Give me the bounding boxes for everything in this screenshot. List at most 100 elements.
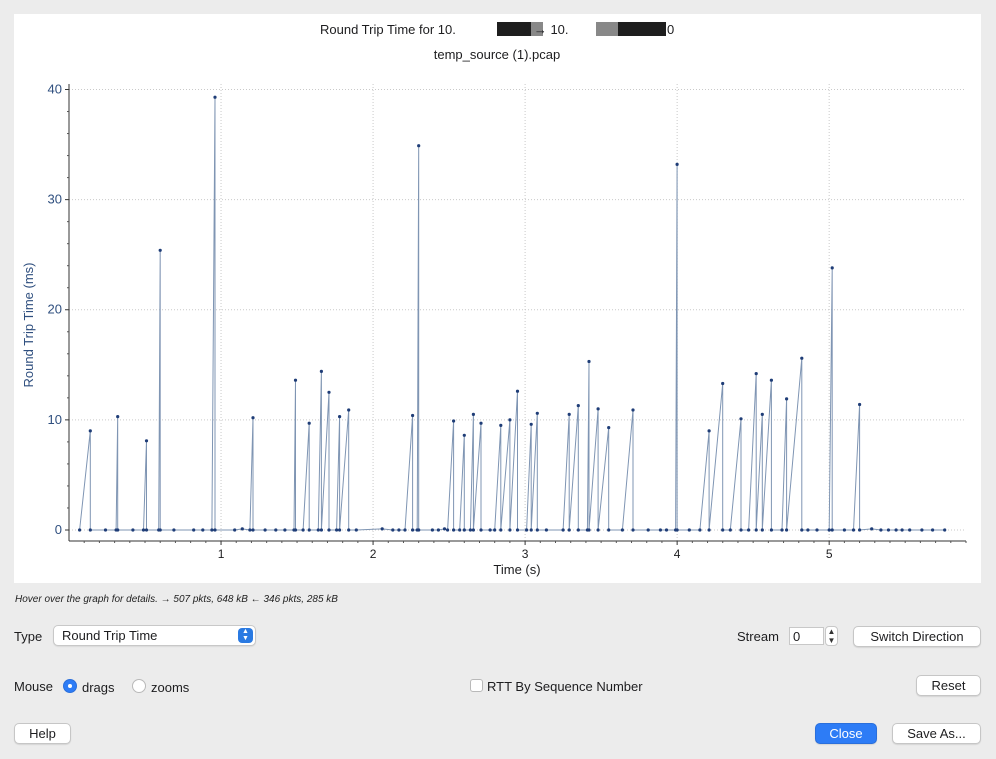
rtt-data-point — [499, 528, 503, 532]
chart-subtitle: temp_source (1).pcap — [434, 47, 560, 62]
x-axis-label: Time (s) — [493, 562, 540, 577]
rtt-data-point — [391, 528, 395, 532]
rtt-data-point — [508, 418, 512, 422]
type-select-value: Round Trip Time — [62, 628, 158, 643]
rtt-data-point — [754, 528, 758, 532]
stepper-arrows-icon[interactable]: ▲ ▼ — [825, 626, 838, 646]
rtt-data-point — [116, 415, 120, 419]
rtt-data-point — [785, 397, 789, 401]
rtt-data-point — [251, 528, 255, 532]
reset-button[interactable]: Reset — [916, 675, 981, 696]
rtt-data-point — [293, 378, 298, 382]
rtt-data-point — [380, 527, 384, 531]
y-tick-label: 30 — [48, 192, 62, 207]
type-select[interactable]: Round Trip Time ▲ ▼ — [53, 625, 256, 646]
rtt-graph-panel[interactable]: Round Trip Time for 10. 2 → 10. 0 temp_s… — [14, 14, 981, 583]
rtt-data-point — [943, 528, 947, 532]
redaction-block — [618, 22, 666, 36]
rtt-data-point — [293, 528, 298, 532]
rtt-data-point — [780, 528, 784, 532]
rtt-data-point — [525, 528, 529, 532]
rtt-data-point — [800, 356, 804, 360]
stream-input[interactable]: 0 — [789, 627, 824, 645]
rtt-data-point — [886, 528, 891, 532]
rtt-data-point — [879, 528, 883, 532]
rtt-data-point — [417, 528, 421, 532]
rtt-data-point — [596, 407, 600, 411]
help-button[interactable]: Help — [14, 723, 71, 744]
series-layer — [78, 95, 947, 532]
rtt-data-point — [596, 528, 600, 532]
rtt-data-point — [213, 95, 217, 99]
rtt-data-point — [535, 528, 539, 532]
rtt-series-line — [79, 97, 945, 531]
save-as-button[interactable]: Save As... — [892, 723, 981, 744]
y-tick-label: 10 — [48, 412, 62, 427]
rtt-data-point — [240, 527, 244, 531]
rtt-data-point — [319, 369, 323, 373]
rtt-data-point — [631, 408, 635, 412]
rtt-data-point — [815, 528, 819, 532]
rtt-data-point — [274, 528, 278, 532]
drags-label: drags — [82, 680, 115, 695]
rtt-data-point — [827, 528, 831, 532]
chart-title-left: Round Trip Time for 10. — [320, 22, 456, 37]
rtt-data-point — [544, 528, 549, 532]
rtt-data-point — [658, 528, 663, 532]
rtt-data-point — [908, 528, 912, 532]
zooms-label: zooms — [151, 680, 190, 695]
rtt-data-point — [931, 528, 935, 532]
rtt-data-point — [607, 426, 611, 430]
rtt-data-point — [462, 433, 466, 437]
stream-label: Stream — [737, 629, 779, 644]
rtt-data-point — [535, 411, 539, 415]
y-axis-label: Round Trip Time (ms) — [21, 263, 36, 388]
rtt-data-point — [78, 528, 82, 532]
chart-title-right: 0 — [667, 22, 674, 37]
rtt-data-point — [327, 528, 331, 532]
rtt-data-point — [116, 528, 120, 532]
drags-radio[interactable] — [63, 679, 77, 693]
rtt-data-point — [587, 359, 591, 364]
rtt-data-point — [754, 372, 758, 376]
rtt-data-point — [103, 528, 108, 532]
rtt-data-point — [894, 528, 898, 532]
rtt-data-point — [263, 528, 267, 532]
switch-direction-button[interactable]: Switch Direction — [853, 626, 981, 647]
rtt-data-point — [488, 528, 492, 532]
rtt-data-point — [338, 528, 342, 532]
rtt-data-point — [403, 528, 407, 532]
rtt-data-point — [411, 528, 415, 532]
rtt-data-point — [721, 381, 725, 386]
rtt-data-point — [452, 419, 456, 423]
rtt-data-point — [858, 528, 862, 532]
rtt-data-point — [842, 528, 847, 532]
rtt-data-point — [462, 528, 466, 532]
mouse-label: Mouse — [14, 679, 54, 694]
rtt-data-point — [201, 528, 205, 532]
rtt-data-point — [430, 528, 434, 532]
rtt-data-point — [698, 528, 702, 532]
rtt-data-point — [479, 528, 483, 532]
rtt-chart[interactable]: Round Trip Time for 10. 2 → 10. 0 temp_s… — [14, 14, 981, 583]
rtt-data-point — [747, 528, 751, 532]
rtt-data-point — [131, 528, 135, 532]
rtt-data-point — [307, 421, 311, 425]
rtt-data-point — [471, 412, 475, 416]
rtt-data-point — [144, 439, 149, 443]
rtt-data-point — [529, 422, 533, 426]
x-tick-label: 5 — [826, 547, 833, 561]
rtt-data-point — [587, 528, 591, 532]
rtt-data-point — [233, 528, 237, 532]
rtt-data-point — [452, 528, 456, 532]
rtt-data-point — [248, 528, 252, 532]
rtt-data-point — [769, 528, 774, 532]
close-button[interactable]: Close — [815, 723, 877, 744]
up-down-chevron-icon: ▲ ▼ — [238, 628, 253, 643]
rtt-data-point — [631, 528, 635, 532]
zooms-radio[interactable] — [132, 679, 146, 693]
x-tick-label: 4 — [674, 547, 681, 561]
rtt-data-point — [144, 528, 149, 532]
rtt-by-sequence-checkbox[interactable] — [470, 679, 483, 692]
rtt-data-point — [806, 528, 810, 532]
